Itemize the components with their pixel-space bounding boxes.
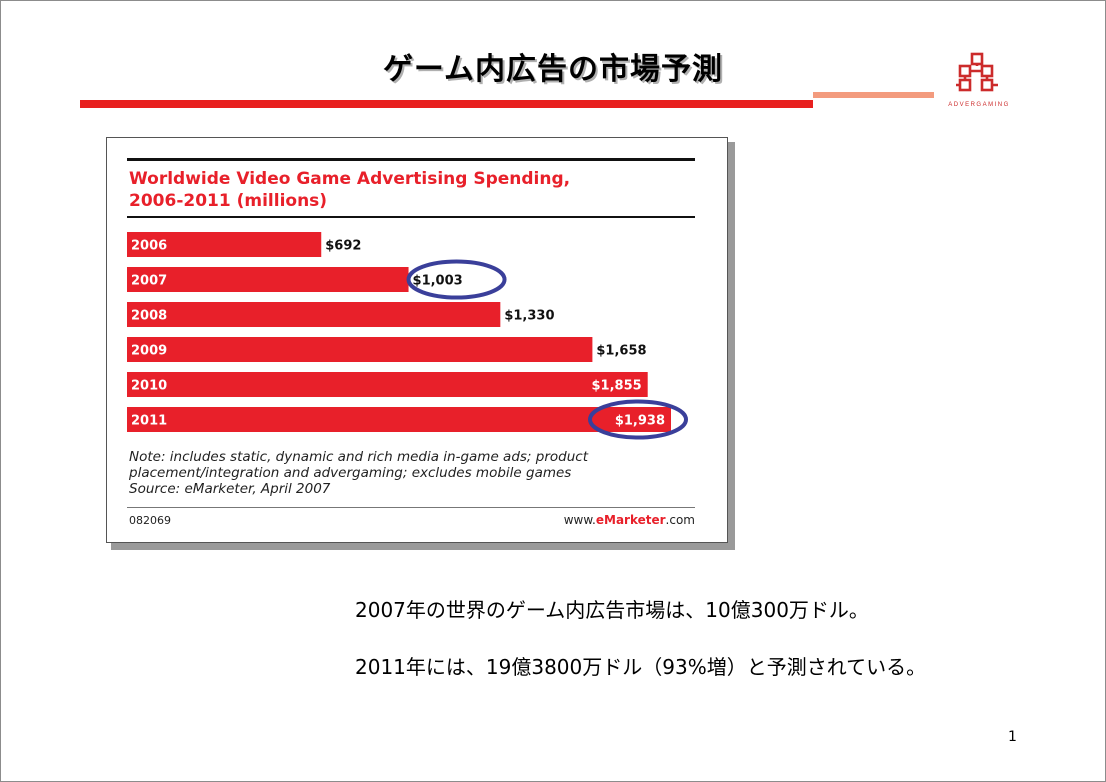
- chart-title: Worldwide Video Game Advertising Spendin…: [129, 168, 689, 212]
- chart-id: 082069: [129, 514, 171, 527]
- source-site: www.eMarketer.com: [564, 513, 695, 527]
- chart-title-rule: [127, 216, 695, 218]
- bar-2006: [127, 232, 322, 257]
- bar-value-label-2007: $1,003: [413, 274, 463, 289]
- bar-category-label-2010: 2010: [131, 379, 167, 394]
- bar-category-label-2009: 2009: [131, 344, 167, 359]
- summary-line-2011: 2011年には、19億3800万ドル（93%増）と予測されている。: [355, 655, 927, 679]
- chart-top-rule: [127, 158, 695, 161]
- bar-category-label-2006: 2006: [131, 239, 167, 254]
- bar-value-label-2006: $692: [325, 239, 361, 254]
- title-underline-accent: [813, 92, 934, 98]
- title-underline: [80, 100, 813, 108]
- chart-bottom-rule: [127, 507, 695, 508]
- chart-source-line: Source: eMarketer, April 2007: [129, 481, 331, 497]
- slide-title: ゲーム内広告の市場予測: [382, 52, 724, 87]
- bar-value-label-2009: $1,658: [596, 344, 646, 359]
- advergaming-logo: ADVERGAMING: [938, 48, 1020, 112]
- chart-note-line-1: Note: includes static, dynamic and rich …: [129, 449, 588, 465]
- chart-title-line-1: Worldwide Video Game Advertising Spendin…: [129, 169, 571, 189]
- bar-value-label-2011: $1,938: [615, 414, 665, 429]
- source-site-prefix: www.: [563, 513, 596, 527]
- source-site-suffix: .com: [665, 513, 695, 527]
- chart-note-line-2: placement/integration and advergaming; e…: [129, 465, 572, 481]
- logo-wordmark: ADVERGAMING: [948, 102, 1010, 108]
- bar-2010: [127, 372, 648, 397]
- page-number: 1: [1008, 729, 1017, 745]
- bar-value-label-2008: $1,330: [504, 309, 554, 324]
- bar-category-label-2008: 2008: [131, 309, 167, 324]
- chart-note: Note: includes static, dynamic and rich …: [129, 449, 689, 497]
- logo-mark-icon: [956, 52, 998, 92]
- bar-2007: [127, 267, 409, 292]
- bar-category-label-2007: 2007: [131, 274, 167, 289]
- bar-chart: 2006 $692 2007 $1,003 2008 $1,330 2009 $1,658 20…: [127, 232, 688, 440]
- chart-title-line-2: 2006-2011 (millions): [129, 191, 328, 211]
- bar-2009: [127, 337, 593, 362]
- highlight-circle-2011: [588, 399, 688, 440]
- bar-category-label-2011: 2011: [131, 414, 167, 429]
- bar-2011: [127, 407, 671, 432]
- summary-line-2007: 2007年の世界のゲーム内広告市場は、10億300万ドル。: [355, 598, 869, 622]
- bar-2008: [127, 302, 501, 327]
- bar-value-label-2010: $1,855: [592, 379, 642, 394]
- source-site-brand: eMarketer: [595, 513, 666, 527]
- highlight-circle-2007: [406, 259, 507, 300]
